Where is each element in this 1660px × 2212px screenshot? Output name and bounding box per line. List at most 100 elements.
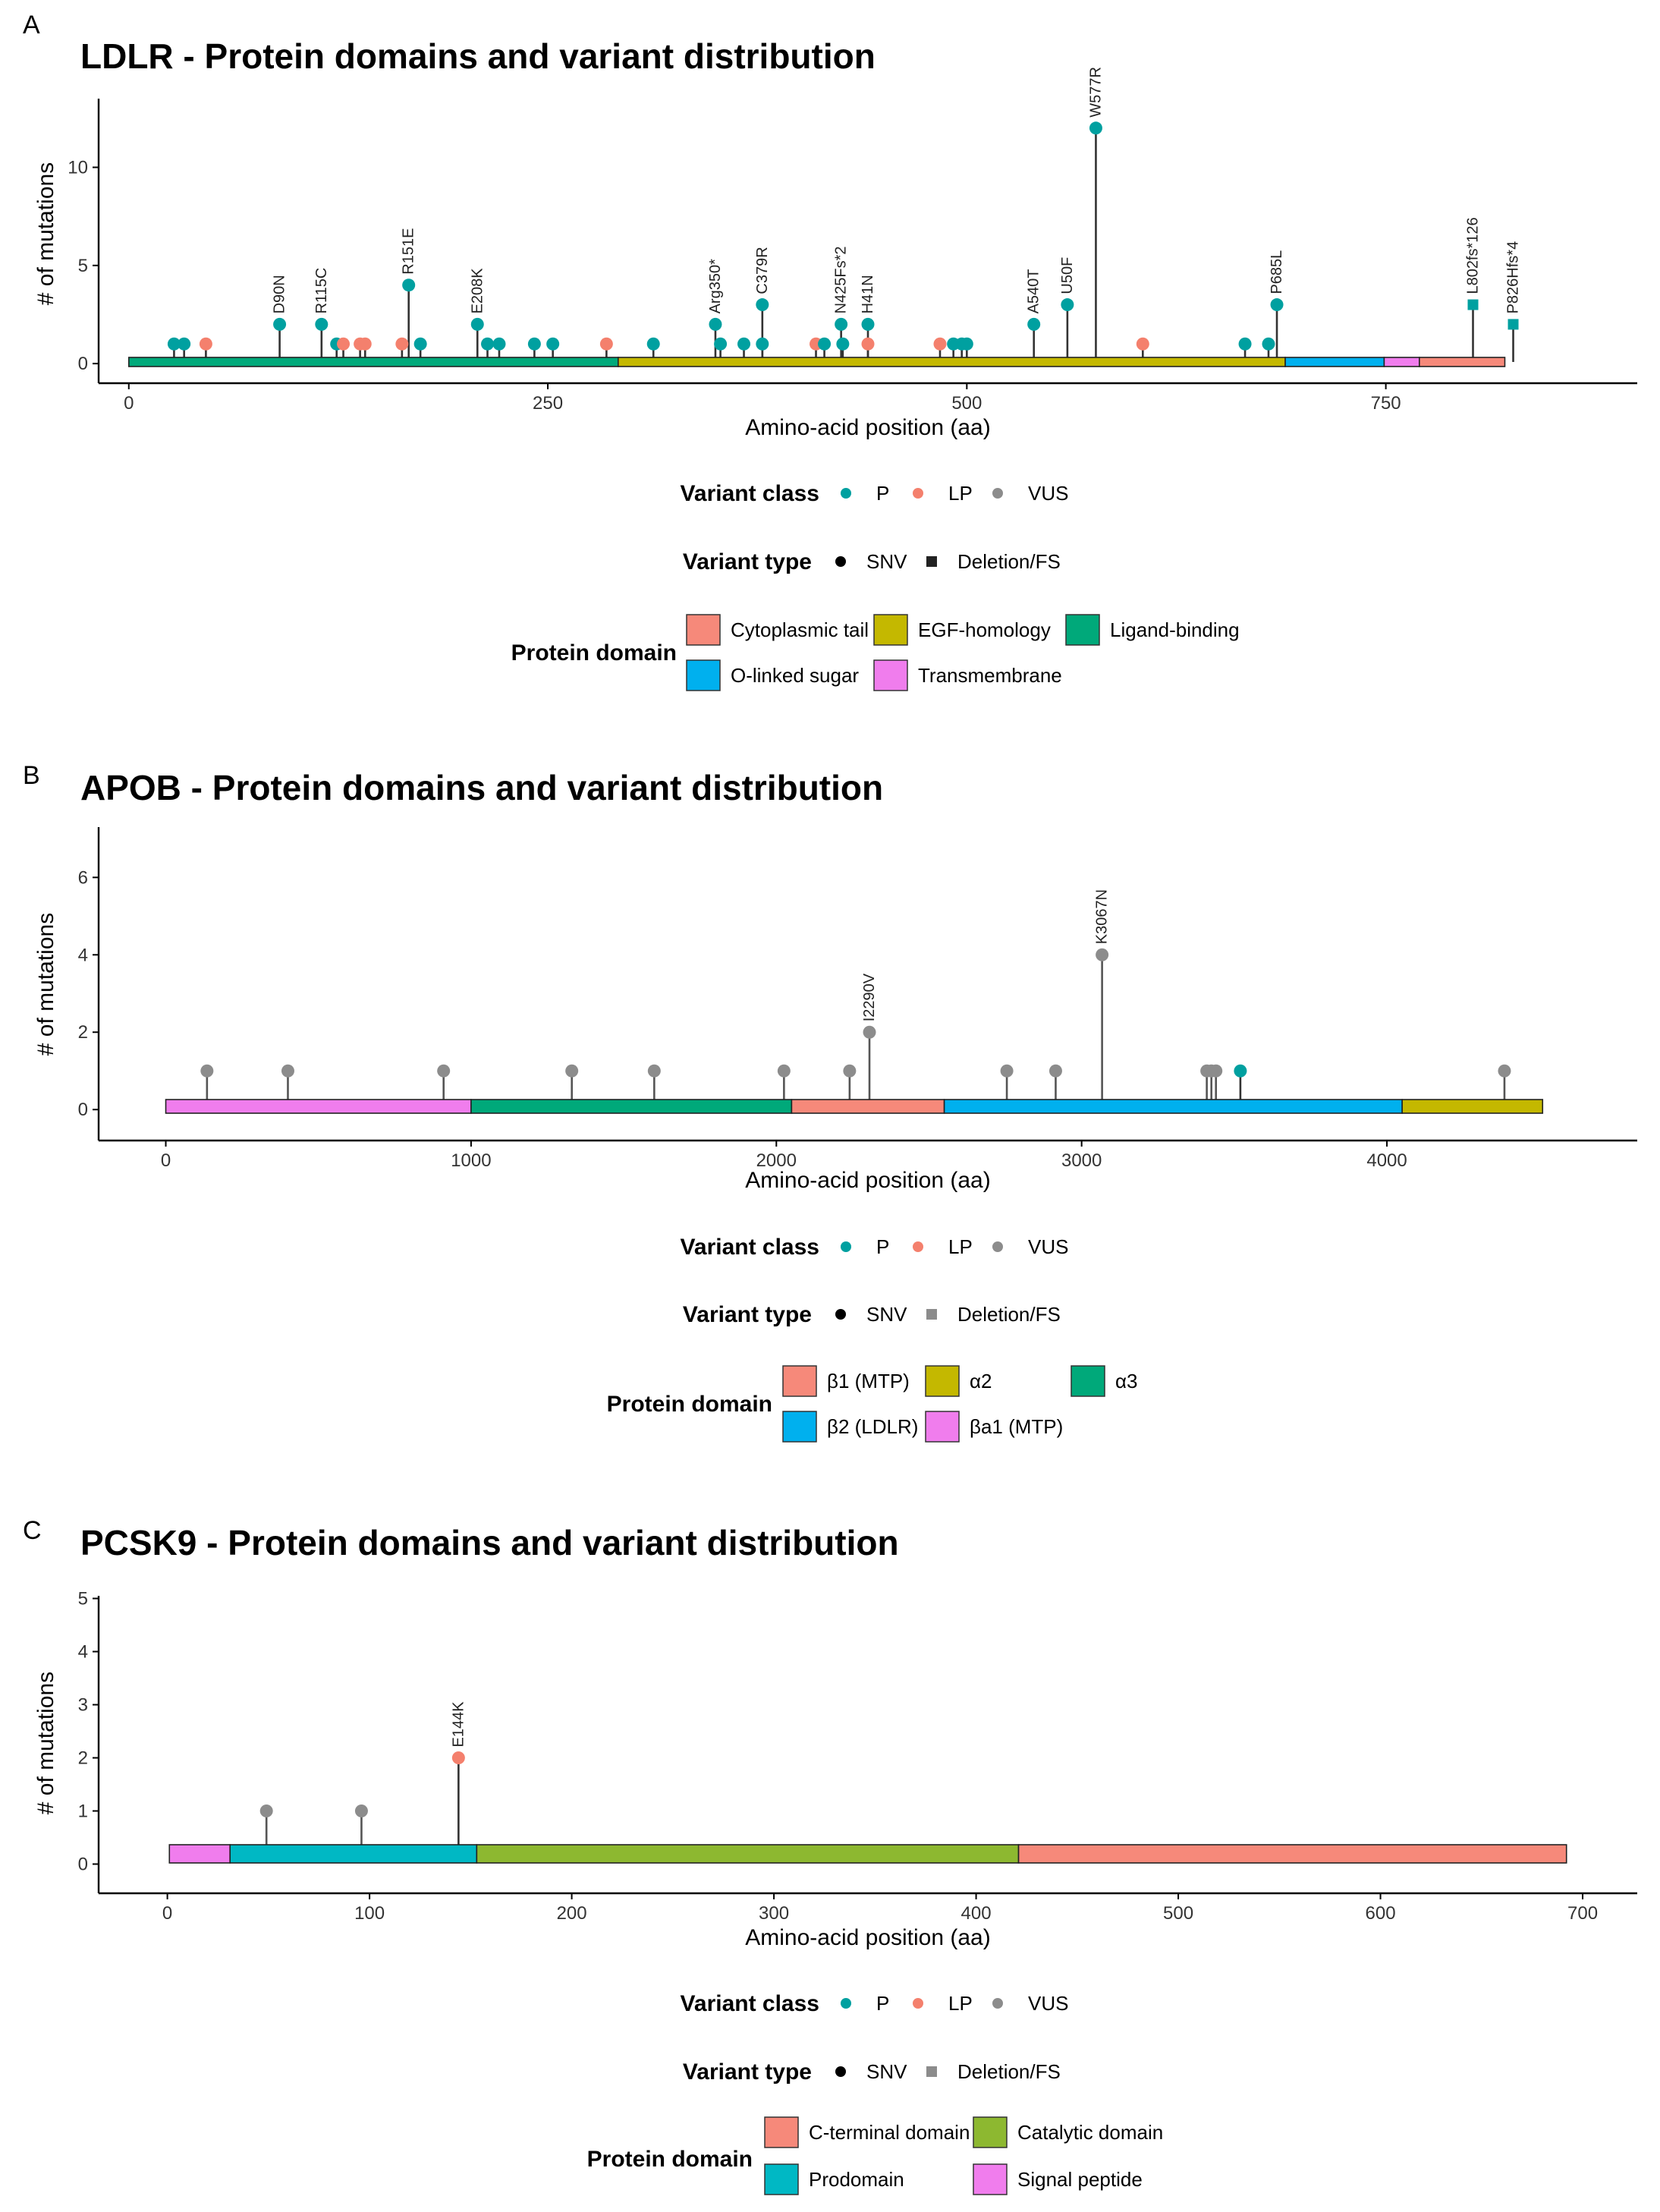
x-tick-label: 1000: [451, 1150, 491, 1171]
variant-point: [1136, 337, 1149, 351]
legend-class-label: P: [876, 1992, 889, 2015]
variant-point: [358, 337, 372, 351]
domain-segment: [1383, 357, 1420, 367]
legend-variant-class-title: Variant class: [681, 1235, 819, 1260]
legend-variant-class-title: Variant class: [681, 1991, 819, 2016]
panel-title: LDLR - Protein domains and variant distr…: [80, 36, 876, 76]
variant-point-deletion: [1467, 299, 1479, 310]
variant-point: [437, 1064, 451, 1078]
legend-variant-type-title: Variant type: [683, 2059, 812, 2085]
variant-heads: [259, 1751, 465, 1817]
legend-class-label: VUS: [1028, 482, 1068, 505]
variant-label: R151E: [401, 228, 417, 275]
variant-label: R115C: [313, 268, 330, 314]
legend: Variant class P LP VUS Variant type SNV Deleti…: [511, 481, 1240, 691]
variant-point: [835, 317, 848, 331]
variant-point: [178, 337, 191, 351]
variant-point: [1209, 1064, 1223, 1078]
variant-heads: [167, 121, 1519, 351]
legend-domain-swatch: [873, 614, 908, 646]
variant-point: [714, 337, 728, 351]
y-tick-label: 4: [78, 1642, 88, 1663]
legend-domain-label: O-linked sugar: [731, 664, 859, 687]
legend-type-key: [835, 556, 846, 567]
variant-label: H41N: [860, 275, 876, 313]
legend-variant-class-title: Variant class: [681, 481, 819, 506]
variant-point: [470, 317, 484, 331]
legend-class-label: P: [876, 1235, 889, 1258]
variant-point: [259, 1805, 273, 1817]
legend-domain-label: Catalytic domain: [1017, 2121, 1163, 2144]
variant-point: [273, 317, 287, 331]
x-tick-label: 400: [961, 1903, 992, 1924]
legend-domain-swatch: [686, 614, 721, 646]
variant-point: [737, 337, 751, 351]
variant-point: [1262, 337, 1275, 351]
x-tick-label: 4000: [1366, 1150, 1407, 1171]
variant-point: [1238, 337, 1252, 351]
variant-point: [1498, 1064, 1511, 1078]
variant-point: [1089, 121, 1102, 135]
legend-class-key: [992, 488, 1003, 499]
legend-class-label: LP: [948, 1992, 973, 2015]
legend-domain-label: Signal peptide: [1017, 2168, 1143, 2191]
variant-point: [565, 1064, 579, 1078]
legend: Variant class P LP VUS Variant type SNV Deleti…: [587, 1991, 1163, 2195]
panel-title: APOB - Protein domains and variant distr…: [80, 768, 883, 807]
variant-label: P685L: [1269, 250, 1285, 294]
legend-type-key: [835, 2066, 846, 2077]
variant-point-deletion: [1508, 319, 1519, 330]
variant-point: [646, 337, 660, 351]
domain-segment: [165, 1099, 472, 1114]
legend-class-label: P: [876, 482, 889, 505]
legend-class-key: [992, 1241, 1003, 1252]
legend-class-label: VUS: [1028, 1992, 1068, 2015]
variant-point: [1027, 317, 1041, 331]
variant-point: [818, 337, 832, 351]
variant-point: [167, 337, 181, 351]
variant-label: D90N: [272, 275, 288, 313]
x-tick-label: 300: [759, 1903, 789, 1924]
legend-domain-swatch: [686, 659, 721, 691]
legend-domain-swatch: [764, 2116, 799, 2148]
legend-type-label: SNV: [866, 2060, 907, 2083]
variant-labels: E144K: [450, 1701, 467, 1748]
variant-point: [843, 1064, 857, 1078]
y-tick-label: 5: [78, 1589, 88, 1609]
x-tick-label: 500: [951, 393, 982, 414]
legend-protein-domain-title: Protein domain: [511, 640, 677, 665]
legend-class-key: [841, 1241, 851, 1252]
legend-protein-domain-title: Protein domain: [587, 2147, 753, 2172]
variant-point: [1096, 948, 1109, 961]
variant-label: U50F: [1059, 257, 1076, 294]
x-tick-label: 750: [1371, 393, 1401, 414]
legend-domain-swatch: [925, 1411, 960, 1443]
variant-point: [413, 337, 427, 351]
variant-label: L802fs*126: [1465, 217, 1482, 294]
x-tick-label: 0: [162, 1903, 172, 1924]
legend-type-key: [926, 2066, 937, 2077]
x-axis-title: Amino-acid position (aa): [745, 1168, 990, 1193]
variant-point: [777, 1064, 791, 1078]
y-tick-label: 1: [78, 1801, 88, 1822]
variant-point: [546, 337, 560, 351]
legend-domain-label: β1 (MTP): [827, 1370, 910, 1392]
variant-label: E208K: [469, 268, 486, 314]
y-tick-label: 5: [78, 256, 88, 276]
legend-domain-label: α3: [1115, 1370, 1138, 1392]
panel-letter: A: [23, 11, 40, 39]
legend-domain-swatch: [973, 2163, 1008, 2195]
legend-domain-label: Ligand-binding: [1110, 618, 1240, 641]
legend-class-key: [841, 1998, 851, 2009]
variant-label: K3067N: [1094, 889, 1111, 944]
legend-domain-label: EGF-homology: [918, 618, 1051, 641]
variant-point: [451, 1751, 465, 1764]
variant-point: [599, 337, 613, 351]
variant-point: [1270, 298, 1284, 312]
legend-domain-swatch: [973, 2116, 1008, 2148]
legend-type-key: [835, 1309, 846, 1320]
domain-segment: [1419, 357, 1506, 367]
legend-class-label: VUS: [1028, 1235, 1068, 1258]
variant-point: [281, 1064, 294, 1078]
